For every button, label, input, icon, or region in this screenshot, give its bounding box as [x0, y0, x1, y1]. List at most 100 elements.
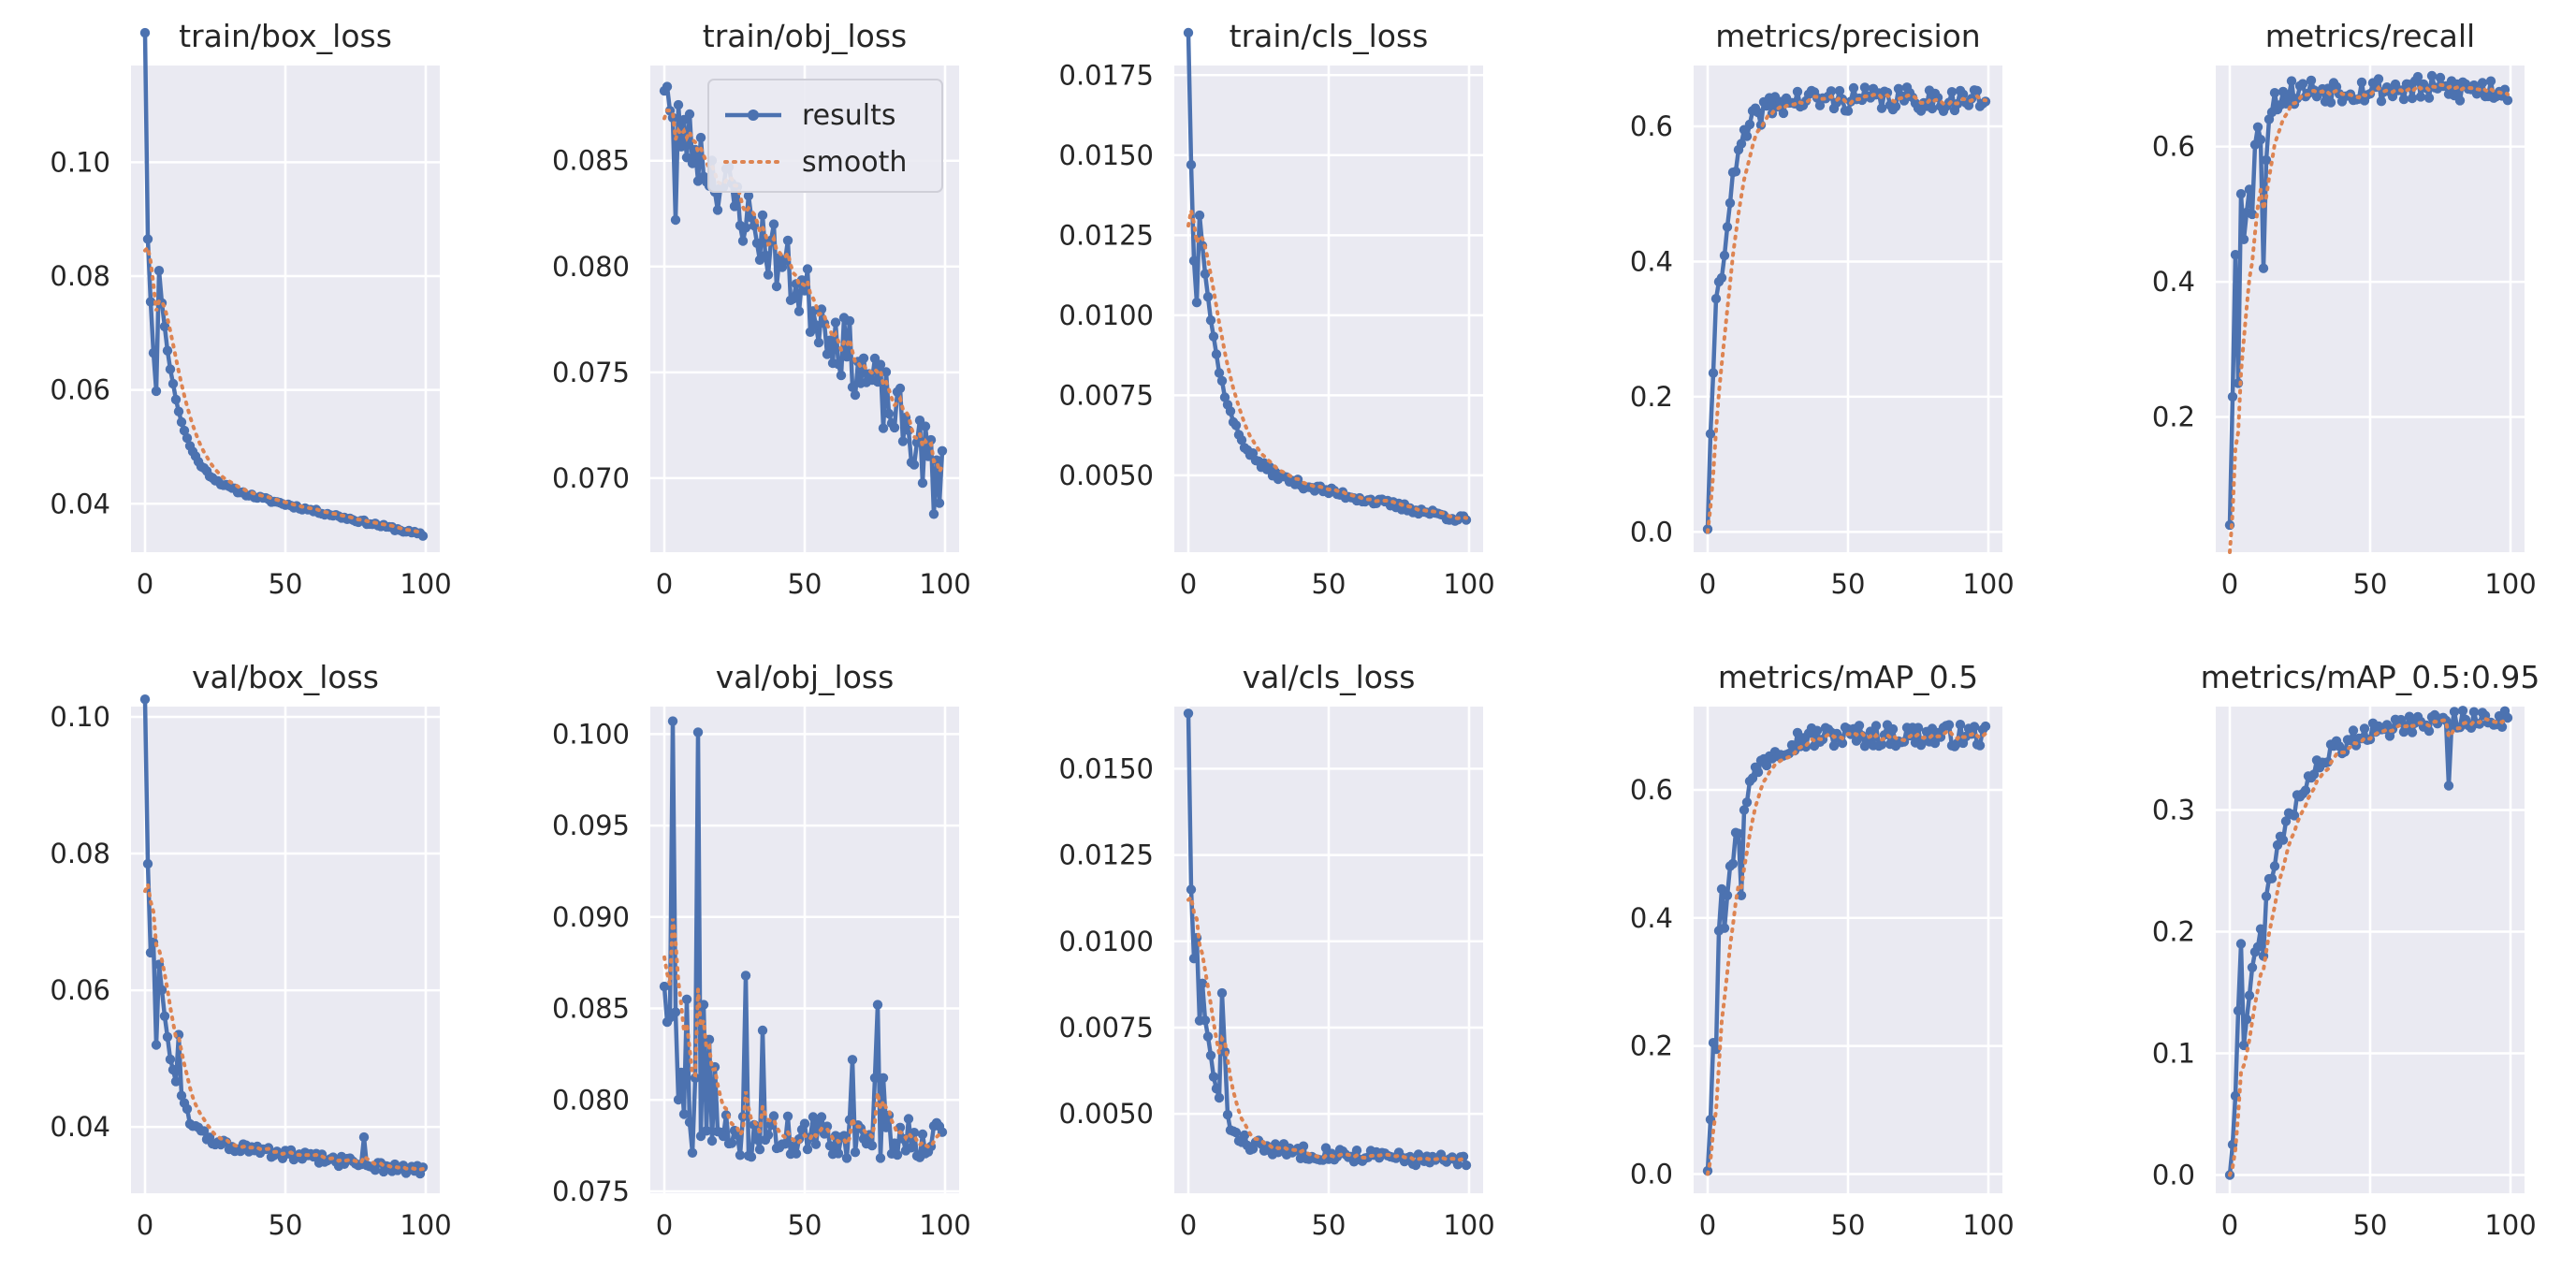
results-point — [2269, 861, 2280, 871]
results-point — [841, 1153, 852, 1163]
results-point — [151, 1040, 162, 1050]
results-point — [838, 1131, 850, 1141]
results-point — [145, 297, 156, 307]
y-tick-label: 0.0050 — [1059, 1098, 1154, 1130]
results-point — [142, 234, 153, 244]
results-point — [1216, 375, 1228, 387]
y-tick-label: 0.0 — [1630, 516, 1673, 547]
results-point — [1876, 103, 1887, 113]
y-tick-label: 0.075 — [552, 357, 630, 388]
x-tick-label: 100 — [1962, 1209, 2014, 1241]
results-point — [1200, 1015, 1211, 1026]
y-tick-label: 0.6 — [2152, 131, 2195, 163]
results-point — [878, 1073, 889, 1084]
results-point — [903, 1114, 914, 1124]
y-tick-label: 0.08 — [50, 260, 110, 292]
y-tick-label: 0.0 — [2152, 1160, 2195, 1191]
results-point — [1236, 435, 1247, 445]
results-point — [1722, 890, 1733, 900]
results-point — [1351, 1146, 1362, 1156]
results-point — [2269, 88, 2280, 98]
results-point — [1214, 1092, 1225, 1103]
results-point — [858, 353, 869, 363]
results-point — [670, 1007, 681, 1017]
results-point — [1859, 82, 1870, 93]
results-point — [2227, 391, 2238, 402]
y-tick-label: 0.10 — [50, 146, 110, 178]
y-tick-label: 0.0075 — [1059, 1012, 1154, 1044]
y-tick-label: 0.4 — [1630, 902, 1673, 934]
results-point — [1744, 119, 1755, 130]
results-point — [2496, 722, 2508, 732]
results-point — [145, 947, 156, 958]
x-tick-label: 0 — [656, 568, 673, 600]
subplot-title: metrics/mAP_0.5 — [1718, 659, 1978, 695]
y-tick-label: 0.2 — [2152, 916, 2195, 948]
results-point — [1202, 292, 1214, 302]
results-point — [1708, 368, 1719, 378]
results-point — [2423, 725, 2435, 737]
results-point — [847, 382, 858, 392]
results-point — [802, 264, 813, 274]
results-point — [2359, 723, 2370, 734]
results-point — [2286, 76, 2297, 86]
x-tick-label: 100 — [1962, 568, 2014, 600]
results-point — [684, 109, 695, 120]
x-tick-label: 50 — [788, 1209, 822, 1241]
results-point — [162, 345, 173, 356]
results-point — [2280, 816, 2292, 826]
subplot-title: train/cls_loss — [1230, 18, 1429, 54]
x-tick-label: 100 — [400, 568, 451, 600]
results-point — [746, 1152, 757, 1162]
subplot-metrics-map-0-5: 0 50 100 0.0 0.2 0.4 0.6 metrics/mAP_0.5 — [1630, 659, 2015, 1241]
results-point — [1225, 406, 1236, 416]
results-point — [1298, 1141, 1309, 1151]
results-point — [1792, 86, 1803, 97]
results-point — [2235, 939, 2247, 949]
results-point — [897, 436, 909, 446]
results-point — [698, 1000, 709, 1010]
results-point — [198, 1126, 210, 1136]
results-point — [2300, 785, 2311, 796]
results-point — [850, 1147, 861, 1158]
smooth-line — [1186, 210, 1468, 520]
results-point — [148, 347, 159, 358]
results-point — [1778, 108, 1789, 119]
results-point — [850, 389, 861, 401]
results-point — [2308, 769, 2320, 780]
results-point — [802, 1144, 813, 1155]
y-tick-label: 0.06 — [50, 974, 110, 1006]
results-point — [1974, 740, 1986, 751]
smooth-line — [1186, 893, 1468, 1163]
subplot-train-cls-loss: 0 50 100 0.0050 0.0075 0.0100 0.0125 0.0150 0.01… — [1059, 18, 1495, 600]
x-tick-label: 0 — [1180, 1209, 1197, 1241]
results-point — [2235, 189, 2247, 199]
subplot-train-obj-loss: 0 50 100 0.070 0.075 0.080 0.085 train/obj_loss… — [552, 18, 971, 600]
legend-smooth-label: smooth — [802, 146, 907, 179]
results-point — [844, 315, 855, 327]
legend-box — [707, 79, 943, 193]
results-point — [1186, 159, 1197, 170]
results-point — [1202, 1031, 1214, 1042]
results-point — [1247, 448, 1259, 459]
results-point — [659, 981, 670, 992]
legend-results-label: results — [802, 99, 896, 132]
smooth-line — [2228, 82, 2510, 554]
results-point — [687, 1147, 698, 1159]
results-point — [1739, 805, 1750, 815]
x-tick-label: 50 — [1831, 568, 1866, 600]
results-point — [167, 1064, 179, 1075]
x-tick-label: 0 — [1699, 568, 1716, 600]
subplot-metrics-precision: 0 50 100 0.0 0.2 0.4 0.6 metrics/precision — [1630, 18, 2015, 600]
x-tick-label: 0 — [1180, 568, 1197, 600]
results-point — [153, 266, 165, 276]
results-point — [1710, 294, 1722, 304]
smooth-line — [143, 877, 425, 1172]
y-tick-label: 0.2 — [1630, 1030, 1673, 1062]
results-point — [810, 1139, 822, 1149]
results-point — [2443, 781, 2454, 791]
y-tick-label: 0.4 — [2152, 266, 2195, 298]
results-point — [692, 727, 704, 737]
results-point — [799, 1118, 810, 1129]
